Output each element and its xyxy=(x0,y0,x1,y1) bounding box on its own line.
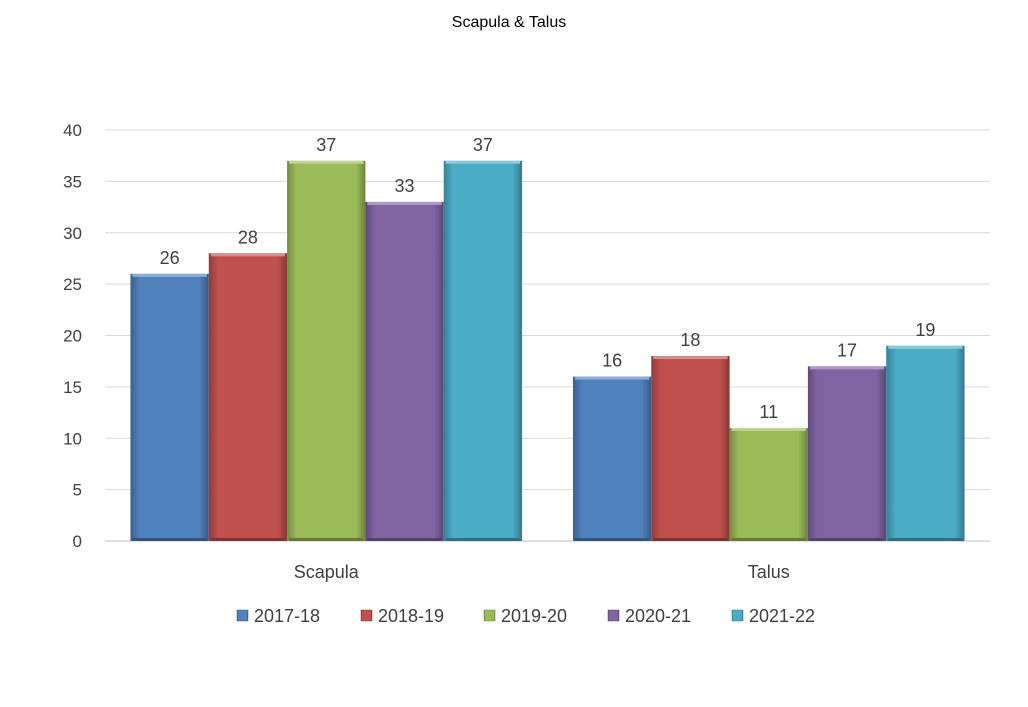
data-label: 11 xyxy=(759,402,778,422)
bar-top-bevel xyxy=(289,160,364,164)
y-tick-label: 20 xyxy=(63,327,82,346)
legend-swatch xyxy=(731,609,744,622)
bar-2021-22-Scapula xyxy=(443,160,523,541)
bar-2017-18-Scapula xyxy=(130,273,209,541)
bar-bottom-bevel xyxy=(132,538,207,541)
bar-bottom-bevel xyxy=(367,538,442,541)
legend-label: 2019-20 xyxy=(501,606,567,626)
legend-label: 2017-18 xyxy=(254,606,320,626)
data-label: 37 xyxy=(473,135,493,155)
bar-top-bevel xyxy=(731,427,806,431)
category-label: Scapula xyxy=(294,562,360,582)
bars xyxy=(130,160,965,542)
legend-swatch xyxy=(607,609,620,622)
bar-top-bevel xyxy=(809,366,885,370)
chart-title: Scapula & Talus xyxy=(451,14,567,31)
y-tick-label: 40 xyxy=(63,121,82,140)
bar-2018-19-Talus xyxy=(651,356,730,541)
bar-2018-19-Scapula xyxy=(208,253,288,542)
y-tick-label: 30 xyxy=(63,224,82,243)
data-label: 16 xyxy=(602,351,622,371)
bar-top-bevel xyxy=(445,160,521,164)
bar-top-bevel xyxy=(367,201,442,205)
legend-label: 2018-19 xyxy=(378,606,444,626)
bar-top-bevel xyxy=(574,376,650,380)
category-labels: Scapula Talus xyxy=(294,562,790,582)
bar-2021-22-Talus xyxy=(886,345,965,541)
bar-2019-20-Scapula xyxy=(287,160,366,541)
bar-bottom-bevel xyxy=(888,538,963,541)
bar-bottom-bevel xyxy=(809,538,885,541)
bar-top-bevel xyxy=(210,253,286,257)
data-labels: 26 28 37 33 37 16 18 11 17 19 xyxy=(160,135,936,422)
bar-bottom-bevel xyxy=(210,538,286,541)
legend: 2017-18 2018-19 2019-20 2020-21 2021-22 xyxy=(236,606,815,626)
y-tick-label: 15 xyxy=(63,378,82,397)
legend-swatch xyxy=(483,609,496,622)
y-tick-label: 5 xyxy=(73,481,82,500)
legend-swatch xyxy=(360,609,373,622)
bar-bottom-bevel xyxy=(731,538,806,541)
y-tick-label: 10 xyxy=(63,429,82,448)
y-tick-label: 25 xyxy=(63,275,82,294)
bar-2019-20-Talus xyxy=(729,427,808,541)
bar-bottom-bevel xyxy=(574,538,650,541)
bar-bottom-bevel xyxy=(289,538,364,541)
data-label: 33 xyxy=(395,176,415,196)
legend-label: 2021-22 xyxy=(749,606,815,626)
bar-bottom-bevel xyxy=(445,538,521,541)
category-label: Talus xyxy=(748,562,790,582)
y-tick-label: 0 xyxy=(73,532,82,551)
bar-2017-18-Talus xyxy=(572,376,652,541)
legend-label: 2020-21 xyxy=(625,606,691,626)
bar-bottom-bevel xyxy=(653,538,728,541)
bar-top-bevel xyxy=(653,356,728,360)
bar-top-bevel xyxy=(132,273,207,277)
legend-swatch xyxy=(236,609,249,622)
data-label: 26 xyxy=(160,248,180,268)
y-tick-label: 35 xyxy=(63,172,82,191)
data-label: 17 xyxy=(837,340,857,360)
bar-2020-21-Talus xyxy=(807,366,887,541)
bar-2020-21-Scapula xyxy=(365,201,444,542)
data-label: 18 xyxy=(680,330,700,350)
data-label: 37 xyxy=(316,135,336,155)
data-label: 28 xyxy=(238,227,258,247)
y-axis-ticks: 0 5 10 15 20 25 30 35 40 xyxy=(63,121,82,551)
data-label: 19 xyxy=(915,320,935,340)
bar-top-bevel xyxy=(888,345,963,349)
